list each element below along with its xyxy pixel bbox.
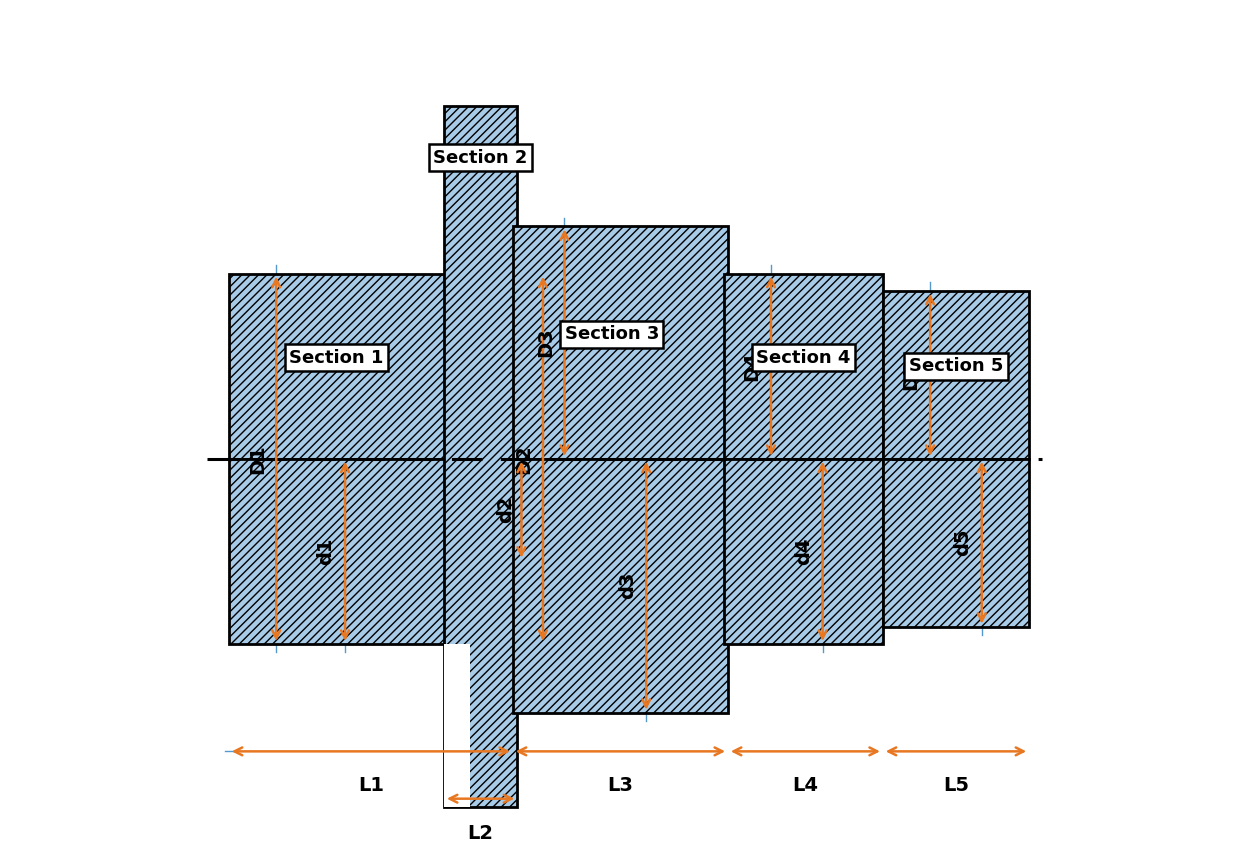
Text: L3: L3 [608, 776, 633, 795]
Text: d2: d2 [497, 496, 516, 523]
Text: D4: D4 [742, 352, 761, 381]
Bar [723, 459, 883, 643]
Bar [444, 643, 469, 807]
Text: D2: D2 [515, 444, 533, 474]
Text: Section 1: Section 1 [289, 349, 384, 366]
Text: D1: D1 [248, 444, 267, 474]
Text: Section 5: Section 5 [908, 358, 1003, 375]
Text: d5: d5 [954, 529, 972, 557]
Text: Section 2: Section 2 [434, 149, 528, 166]
Text: L1: L1 [357, 776, 384, 795]
Text: L5: L5 [944, 776, 969, 795]
Text: Section 4: Section 4 [756, 349, 850, 366]
Text: L2: L2 [468, 824, 493, 843]
Text: d1: d1 [317, 538, 336, 565]
Text: Section 3: Section 3 [565, 325, 659, 343]
Bar [229, 274, 469, 459]
Text: L4: L4 [793, 776, 819, 795]
Text: d4: d4 [794, 538, 813, 565]
Bar [229, 459, 469, 643]
Bar [723, 274, 883, 459]
Text: d3: d3 [618, 572, 637, 599]
Bar [513, 459, 728, 713]
Text: D5: D5 [902, 360, 921, 390]
Bar [444, 106, 517, 807]
Bar [883, 291, 1029, 459]
Bar [883, 459, 1029, 627]
Text: D3: D3 [536, 328, 555, 358]
Bar [513, 227, 728, 459]
